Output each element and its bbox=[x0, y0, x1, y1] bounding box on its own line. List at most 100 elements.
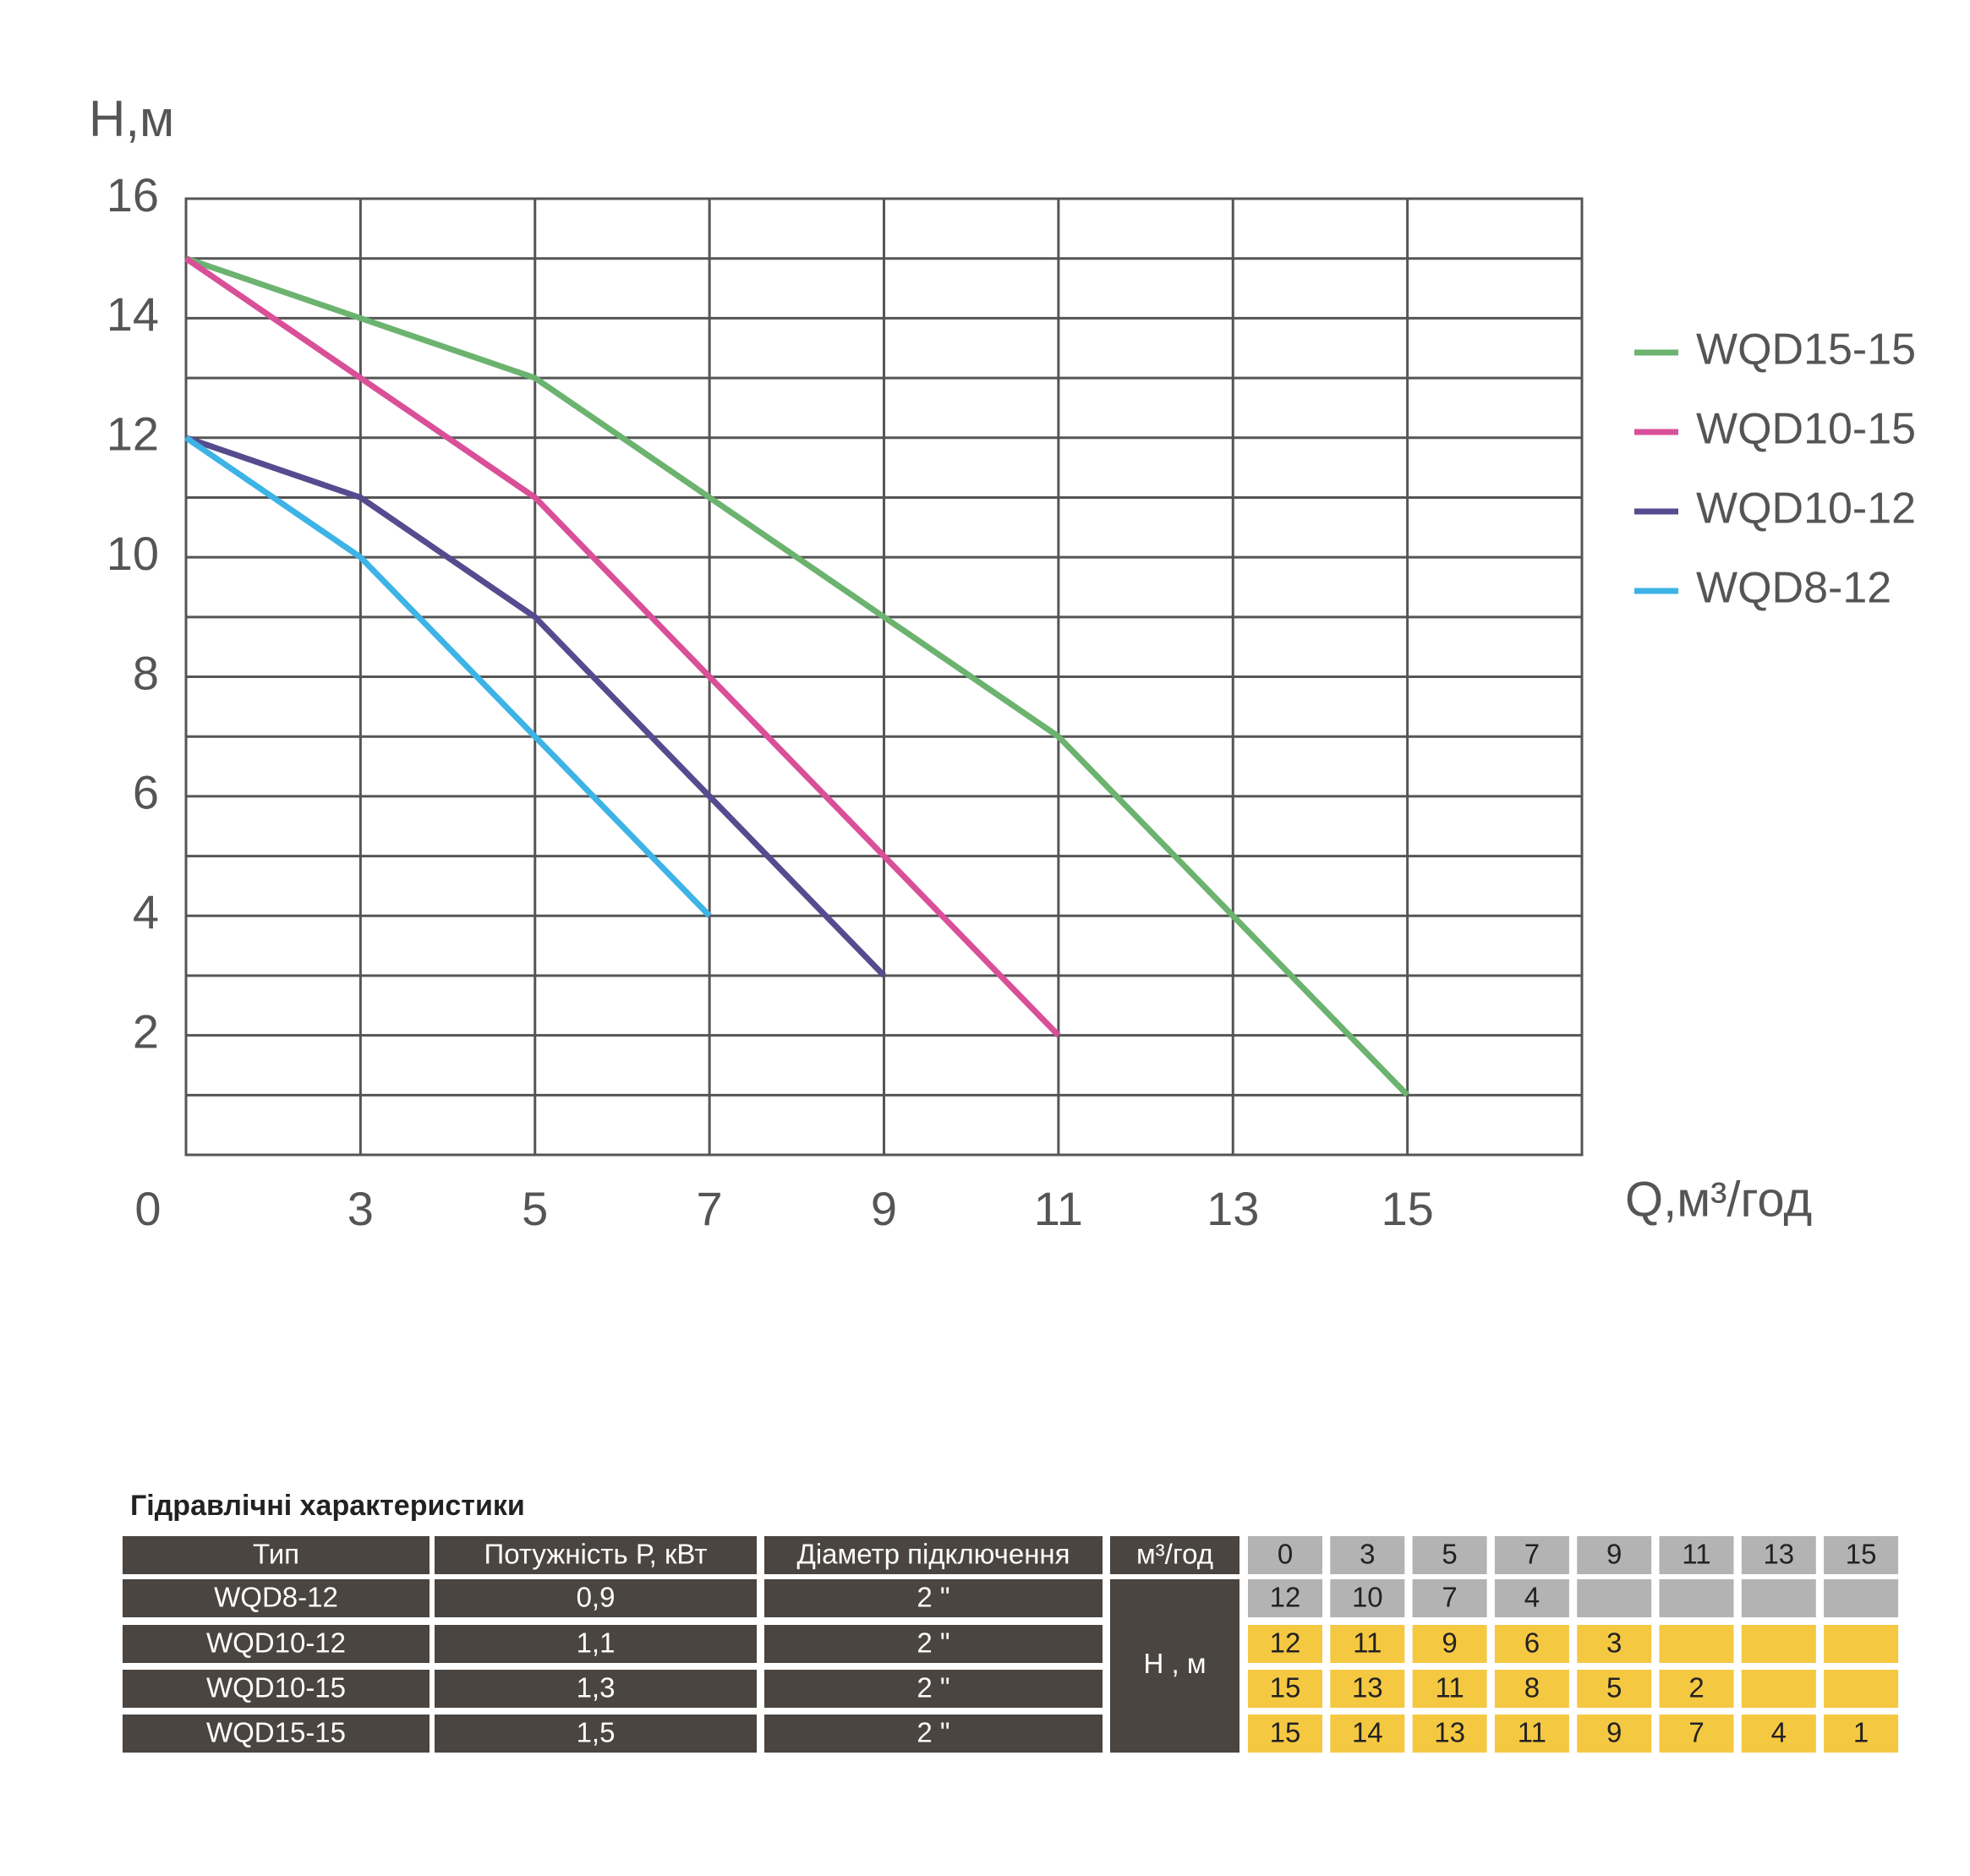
table-q-cell bbox=[1824, 1536, 1899, 1574]
series-line bbox=[184, 435, 712, 918]
table-text: 1,1 bbox=[577, 1627, 616, 1659]
table-cell bbox=[123, 1625, 430, 1663]
table-value-cell bbox=[1824, 1670, 1899, 1708]
y-tick-label: 2 bbox=[133, 1004, 159, 1058]
table-header-text: Діаметр підключення bbox=[796, 1539, 1070, 1570]
y-tick-label: 16 bbox=[107, 168, 159, 222]
table-q-text: 3 bbox=[1360, 1539, 1375, 1570]
legend-label: WQD10-12 bbox=[1696, 484, 1916, 533]
table-header-text: Тип bbox=[253, 1539, 299, 1570]
table-cell bbox=[123, 1715, 430, 1753]
table-value-cell bbox=[1412, 1670, 1487, 1708]
table-value: 7 bbox=[1688, 1717, 1704, 1748]
table-value-cell bbox=[1824, 1579, 1899, 1617]
x-tick-label: 5 bbox=[522, 1182, 548, 1235]
table-value: 8 bbox=[1524, 1672, 1540, 1704]
table-cell bbox=[435, 1715, 757, 1753]
table-text: WQD15-15 bbox=[206, 1717, 346, 1748]
table-value-cell bbox=[1330, 1625, 1405, 1663]
table-q-text: 15 bbox=[1846, 1539, 1877, 1570]
table-header-cell bbox=[435, 1536, 757, 1574]
series-line bbox=[184, 255, 1061, 1038]
table-q-cell bbox=[1248, 1536, 1322, 1574]
x-tick-label: 13 bbox=[1207, 1182, 1259, 1235]
x-tick-label: 15 bbox=[1381, 1182, 1433, 1235]
table-value-cell bbox=[1248, 1670, 1322, 1708]
table-cell bbox=[435, 1625, 757, 1663]
table-text: 1,3 bbox=[577, 1672, 616, 1704]
y-tick-label: 14 bbox=[107, 287, 159, 341]
table-title: Гідравлічні характеристики bbox=[130, 1490, 525, 1522]
series-line bbox=[184, 255, 1410, 1097]
table-value-cell bbox=[1330, 1579, 1405, 1617]
series-line bbox=[184, 435, 887, 978]
table-value: 4 bbox=[1524, 1582, 1540, 1613]
legend-label: WQD15-15 bbox=[1696, 325, 1916, 375]
table-q-text: 13 bbox=[1763, 1539, 1794, 1570]
table-value-cell bbox=[1659, 1715, 1734, 1753]
table-cell bbox=[764, 1579, 1103, 1617]
table-value-cell bbox=[1248, 1715, 1322, 1753]
table-value-cell bbox=[1248, 1579, 1322, 1617]
table-q-text: 9 bbox=[1606, 1539, 1622, 1570]
table-value: 7 bbox=[1442, 1582, 1457, 1613]
x-tick-label: 9 bbox=[871, 1182, 897, 1235]
table-value: 5 bbox=[1606, 1672, 1622, 1704]
x-axis-title: Q,м³/год bbox=[1625, 1172, 1812, 1227]
table-cell bbox=[764, 1715, 1103, 1753]
table-q-cell bbox=[1659, 1536, 1734, 1574]
table-value: 13 bbox=[1352, 1672, 1383, 1704]
x-tick-label: 7 bbox=[697, 1182, 723, 1235]
table-value-cell bbox=[1494, 1715, 1569, 1753]
table-value-cell bbox=[1412, 1579, 1487, 1617]
table-value-cell bbox=[1412, 1715, 1487, 1753]
table-q-text: 0 bbox=[1278, 1539, 1293, 1570]
table-value: 4 bbox=[1771, 1717, 1787, 1748]
table-value: 1 bbox=[1853, 1717, 1869, 1748]
y-tick-label: 6 bbox=[133, 766, 159, 819]
table-value-cell bbox=[1577, 1670, 1652, 1708]
legend-label: WQD8-12 bbox=[1696, 564, 1891, 613]
table-cell bbox=[435, 1670, 757, 1708]
table-value-cell bbox=[1494, 1670, 1569, 1708]
table-text: WQD8-12 bbox=[214, 1582, 338, 1613]
table-value: 10 bbox=[1352, 1582, 1383, 1613]
table-value: 9 bbox=[1606, 1717, 1622, 1748]
table-value-cell bbox=[1494, 1579, 1569, 1617]
table-text: 2 " bbox=[917, 1627, 949, 1659]
table-cell bbox=[764, 1670, 1103, 1708]
table-value-cell bbox=[1330, 1715, 1405, 1753]
table-value-cell bbox=[1741, 1715, 1816, 1753]
y-tick-label: 8 bbox=[133, 646, 159, 699]
table-q-text: 5 bbox=[1442, 1539, 1457, 1570]
table-head-text: Н , м bbox=[1143, 1648, 1206, 1679]
table-value-cell bbox=[1412, 1625, 1487, 1663]
table-value: 15 bbox=[1270, 1672, 1301, 1704]
table-q-cell bbox=[1494, 1536, 1569, 1574]
table-cell bbox=[764, 1625, 1103, 1663]
legend-label: WQD10-15 bbox=[1696, 405, 1916, 454]
x-tick-label: 0 bbox=[134, 1182, 161, 1235]
table-value-cell bbox=[1577, 1579, 1652, 1617]
table-header-cell bbox=[123, 1536, 430, 1574]
table-q-cell bbox=[1577, 1536, 1652, 1574]
table-value: 2 bbox=[1688, 1672, 1704, 1704]
table-value-cell bbox=[1741, 1579, 1816, 1617]
table-value-cell bbox=[1330, 1670, 1405, 1708]
x-tick-label: 3 bbox=[347, 1182, 374, 1235]
table-text: 2 " bbox=[917, 1672, 949, 1704]
table-value: 6 bbox=[1524, 1627, 1540, 1659]
table-value-cell bbox=[1824, 1625, 1899, 1663]
table-header-text: Потужність Р, кВт bbox=[484, 1539, 708, 1570]
table-value: 11 bbox=[1518, 1717, 1546, 1748]
table-q-cell bbox=[1330, 1536, 1405, 1574]
table-head-cell bbox=[1110, 1579, 1239, 1753]
table-cell bbox=[123, 1579, 430, 1617]
table-cell bbox=[435, 1579, 757, 1617]
table-q-text: 7 bbox=[1524, 1539, 1540, 1570]
table-q-text: 11 bbox=[1682, 1539, 1710, 1570]
table-header-text: м³/год bbox=[1136, 1539, 1213, 1570]
y-axis-title: Н,м bbox=[89, 90, 174, 147]
table-header-cell bbox=[764, 1536, 1103, 1574]
